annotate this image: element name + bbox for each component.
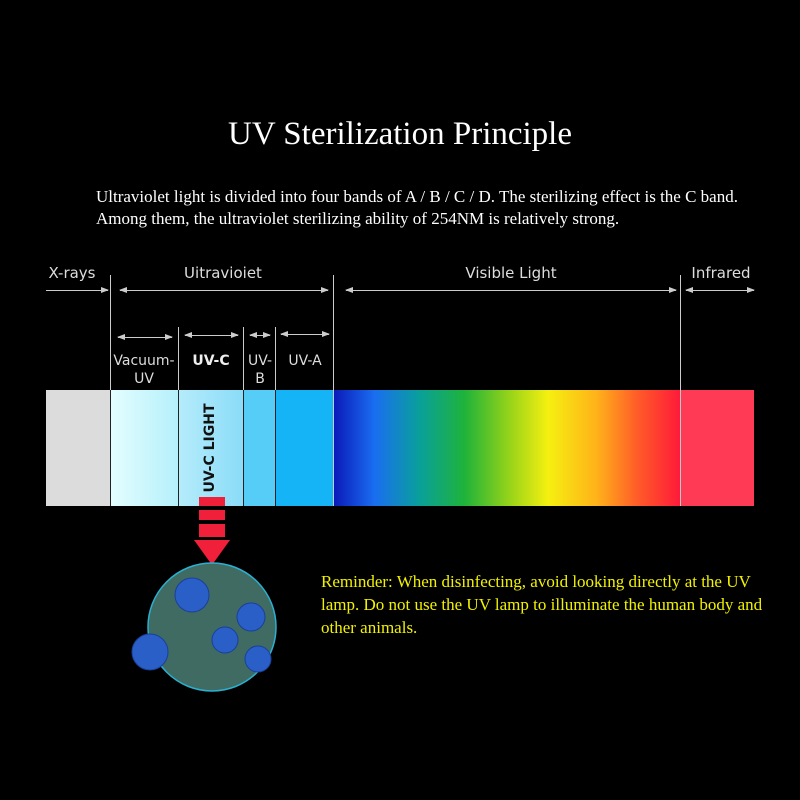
page-title: UV Sterilization Principle bbox=[227, 116, 572, 152]
divider bbox=[243, 327, 244, 390]
divider bbox=[110, 275, 111, 390]
down-arrow-icon bbox=[194, 540, 230, 565]
visible-light-arrow bbox=[345, 287, 677, 293]
label-vacuum-uv: Vacuum-UV bbox=[113, 353, 175, 387]
divider bbox=[275, 327, 276, 390]
label-uv-b: UV-B bbox=[247, 353, 273, 387]
viruses bbox=[131, 577, 272, 673]
uv-c-light-text: UV-C LIGHT bbox=[202, 403, 218, 493]
label-uv-c: UV-C bbox=[192, 353, 230, 369]
label-ultraviolet: Uitravioiet bbox=[184, 264, 262, 282]
ultraviolet-arrow bbox=[119, 287, 329, 293]
divider bbox=[243, 390, 244, 506]
uv-a-arrow bbox=[280, 331, 330, 337]
divider bbox=[333, 390, 334, 506]
divider bbox=[333, 275, 334, 390]
vacuum-uv-band bbox=[110, 390, 178, 506]
x-rays-band bbox=[46, 390, 110, 506]
reminder-text: Reminder: When disinfecting, avoid looki… bbox=[321, 572, 763, 637]
uv-b-arrow bbox=[249, 332, 271, 338]
visible-light-band bbox=[333, 390, 680, 506]
label-uv-a: UV-A bbox=[288, 353, 322, 369]
uv-c-light-label: UV-C LIGHT bbox=[190, 400, 230, 496]
virus-petri-dish-icon bbox=[131, 562, 277, 692]
arrow-dash bbox=[199, 497, 225, 506]
divider bbox=[110, 390, 111, 506]
infrared-band bbox=[680, 390, 754, 506]
label-x-rays: X-rays bbox=[48, 264, 96, 282]
divider bbox=[275, 390, 276, 506]
arrow-dash bbox=[199, 510, 225, 520]
arrow-dash bbox=[199, 524, 225, 537]
intro-text: Ultraviolet light is divided into four b… bbox=[96, 187, 738, 228]
divider bbox=[178, 390, 179, 506]
uv-a-band bbox=[275, 390, 333, 506]
vacuum-uv-arrow bbox=[117, 334, 173, 340]
label-visible-light: Visible Light bbox=[465, 264, 557, 282]
infrared-arrow bbox=[685, 287, 755, 293]
label-infrared: Infrared bbox=[691, 264, 751, 282]
divider bbox=[178, 327, 179, 390]
divider bbox=[680, 275, 681, 390]
x-rays-arrow bbox=[46, 287, 109, 293]
uv-b-band bbox=[243, 390, 275, 506]
uv-c-arrow bbox=[184, 332, 239, 338]
uv-c-band bbox=[178, 390, 243, 506]
divider bbox=[680, 390, 681, 506]
